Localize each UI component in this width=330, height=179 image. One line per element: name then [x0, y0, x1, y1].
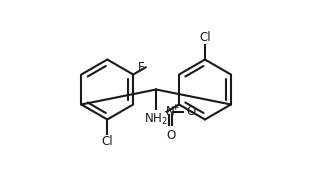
Text: +: + [171, 103, 178, 112]
Text: Cl: Cl [199, 31, 211, 44]
Text: ⁻: ⁻ [189, 104, 194, 114]
Text: N: N [166, 105, 175, 118]
Text: O: O [166, 129, 175, 142]
Text: F: F [138, 61, 145, 74]
Text: O: O [186, 105, 196, 118]
Text: NH$_2$: NH$_2$ [144, 112, 168, 127]
Text: Cl: Cl [101, 135, 113, 148]
